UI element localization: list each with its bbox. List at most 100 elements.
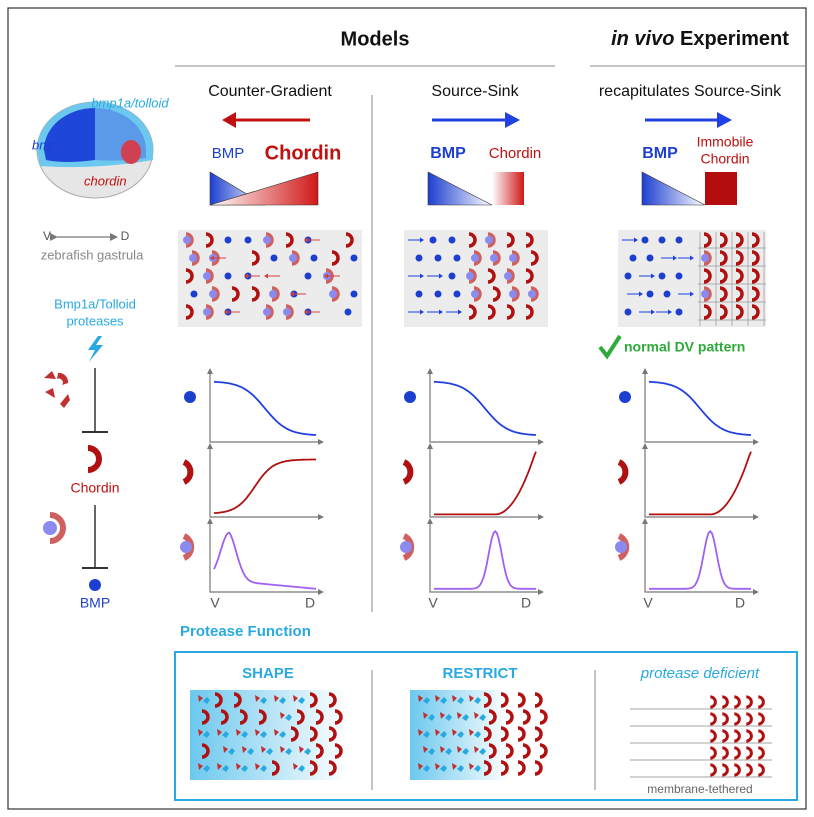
panel-caption: membrane-tethered	[647, 782, 752, 796]
axis-label: V	[43, 229, 51, 243]
bmp-particle	[430, 237, 437, 244]
chordin-particle	[710, 731, 715, 741]
graph-axes	[210, 522, 320, 592]
profile-curve	[649, 531, 751, 589]
bmp-particle	[435, 255, 442, 262]
bmp-particle	[659, 237, 666, 244]
complex-particle	[209, 290, 217, 298]
complex-particle	[471, 290, 479, 298]
complex-particle	[485, 236, 493, 244]
bmp-particle	[642, 237, 649, 244]
axis-label: V	[428, 595, 438, 611]
chordin-label: Chordin	[489, 145, 542, 162]
graph-axes	[210, 447, 320, 517]
complex-particle	[189, 254, 197, 262]
bmp-particle	[647, 291, 654, 298]
bmp-particle	[305, 273, 312, 280]
complex-particle	[263, 236, 271, 244]
arrow	[645, 112, 732, 128]
chordin-particle	[758, 748, 763, 758]
protease-label: proteases	[66, 313, 124, 328]
bmp-particle	[225, 273, 232, 280]
bmp-particle	[454, 291, 461, 298]
chordin-particle	[734, 748, 739, 758]
bmp-particle	[449, 237, 456, 244]
chordin-particle	[722, 714, 727, 724]
axis-label: D	[305, 595, 315, 611]
chordin-particle	[722, 697, 727, 707]
chordin-label: Chordin	[700, 151, 749, 167]
experiment-header: in vivo Experiment	[611, 28, 789, 50]
graph-axes	[430, 522, 540, 592]
chordin-particle	[734, 765, 739, 775]
profile-curve	[434, 452, 536, 515]
panel-label: SHAPE	[242, 665, 294, 682]
chordin-fragments	[44, 371, 70, 408]
bmp-particle	[659, 273, 666, 280]
bmp-particle	[416, 255, 423, 262]
complex-particle	[263, 308, 271, 316]
complex-icon	[180, 541, 192, 553]
chordin-particle	[734, 731, 739, 741]
bmp-particle	[619, 391, 631, 403]
chordin-particle	[710, 748, 715, 758]
axis-arrowhead	[207, 443, 324, 520]
bmp-particle	[351, 255, 358, 262]
bmp-icon	[89, 579, 101, 591]
chordin-text: Chordin	[70, 480, 119, 496]
axis-arrowhead	[427, 518, 544, 595]
profile-curve	[434, 531, 536, 589]
chordin-icon	[184, 462, 190, 482]
chordin-particle	[734, 714, 739, 724]
complex-particle	[509, 290, 517, 298]
restrict-panel	[410, 690, 552, 780]
chordin-particle	[758, 731, 763, 741]
complex-icon	[615, 541, 627, 553]
axis-label: V	[210, 595, 220, 611]
chordin-label: Chordin	[265, 142, 342, 164]
axis-label: D	[735, 595, 745, 611]
chordin-icon	[619, 462, 625, 482]
complex-particle	[504, 272, 512, 280]
axis-arrowhead	[642, 443, 759, 520]
gradient-schematic	[428, 172, 524, 205]
graph-axes	[645, 522, 755, 592]
bmp-particle	[664, 291, 671, 298]
column-title: Counter-Gradient	[208, 83, 332, 100]
complex-particle	[203, 308, 211, 316]
bmp-particle	[676, 309, 683, 316]
models-header: Models	[341, 28, 410, 50]
chordin-label: Immobile	[697, 134, 754, 150]
complex-particle	[283, 308, 291, 316]
bmp-particle	[351, 291, 358, 298]
chordin-particle	[734, 697, 739, 707]
complex-particle	[528, 290, 536, 298]
chordin-particle	[758, 765, 763, 775]
chordin-icon	[88, 448, 99, 470]
chordin-particle	[758, 714, 763, 724]
chordin-particle	[746, 697, 751, 707]
bmp-text: BMP	[80, 595, 110, 611]
panel-label: RESTRICT	[443, 665, 518, 682]
profile-curve	[214, 460, 316, 514]
profile-curve	[649, 382, 751, 435]
note: normal DV pattern	[624, 339, 745, 355]
chordin-particle	[722, 748, 727, 758]
bmp-particle	[404, 391, 416, 403]
section-title: Protease Function	[180, 623, 311, 640]
chordin-particle	[710, 714, 715, 724]
profile-curve	[649, 452, 751, 515]
bmp-particle	[184, 391, 196, 403]
chordin-particle	[746, 748, 751, 758]
bmp-particle	[454, 255, 461, 262]
bmp-label: BMP	[212, 145, 245, 162]
arrow	[432, 112, 520, 128]
complex-particle	[490, 254, 498, 262]
plain-part: Experiment	[680, 28, 789, 50]
bmp-particle	[676, 237, 683, 244]
complex-particle	[269, 290, 277, 298]
chordin-particle	[710, 697, 715, 707]
gene-label: bmp	[32, 137, 57, 152]
bmp-particle	[245, 237, 252, 244]
complex-icon	[400, 541, 412, 553]
